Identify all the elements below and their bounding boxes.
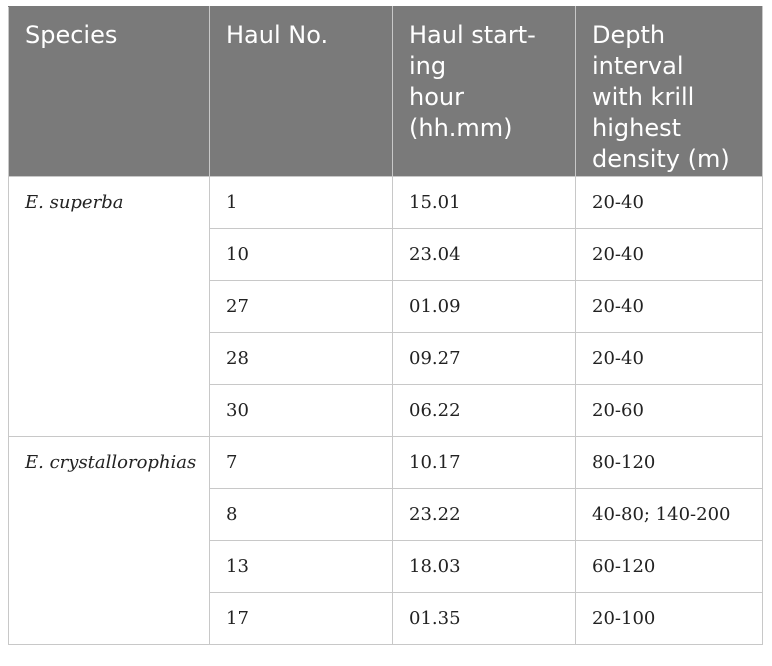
- hour-cell: 06.22: [392, 384, 576, 437]
- haul-cell: 1: [209, 176, 393, 229]
- table-row: 27 01.09 20-40: [9, 280, 763, 333]
- hour-cell: 15.01: [392, 176, 576, 229]
- table-row: 13 18.03 60-120: [9, 540, 763, 593]
- haul-cell: 28: [209, 332, 393, 385]
- depth-cell: 40-80; 140-200: [575, 488, 763, 541]
- krill-depth-table: Species Haul No. Haul start- ing hour (h…: [8, 6, 763, 645]
- haul-cell: 10: [209, 228, 393, 281]
- depth-cell: 20-40: [575, 280, 763, 333]
- header-haul-no: Haul No.: [209, 6, 393, 177]
- header-haul-start-hour: Haul start- ing hour (hh.mm): [392, 6, 576, 177]
- hour-cell: 09.27: [392, 332, 576, 385]
- header-depth-interval: Depth interval with krill highest densit…: [575, 6, 763, 177]
- header-species: Species: [8, 6, 210, 177]
- depth-cell: 20-60: [575, 384, 763, 437]
- species-cell: E. crystallorophias: [8, 436, 210, 645]
- haul-cell: 27: [209, 280, 393, 333]
- depth-cell: 20-40: [575, 332, 763, 385]
- table-row: E. crystallorophias 7 10.17 80-120: [8, 436, 763, 645]
- table-row: 28 09.27 20-40: [9, 332, 763, 385]
- table-row: 10 23.04 20-40: [9, 228, 763, 281]
- table-header: Species Haul No. Haul start- ing hour (h…: [8, 6, 763, 177]
- depth-cell: 60-120: [575, 540, 763, 593]
- depth-cell: 20-40: [575, 176, 763, 229]
- hour-cell: 23.04: [392, 228, 576, 281]
- header-row: Species Haul No. Haul start- ing hour (h…: [8, 6, 763, 177]
- depth-cell: 20-100: [575, 592, 763, 645]
- table-row: 17 01.35 20-100: [9, 592, 763, 645]
- species-cell: E. superba: [8, 176, 210, 437]
- hour-cell: 18.03: [392, 540, 576, 593]
- hour-cell: 10.17: [392, 436, 576, 489]
- haul-cell: 13: [209, 540, 393, 593]
- hour-cell: 01.09: [392, 280, 576, 333]
- haul-cell: 7: [209, 436, 393, 489]
- table-row: 30 06.22 20-60: [9, 384, 763, 437]
- depth-cell: 20-40: [575, 228, 763, 281]
- hour-cell: 23.22: [392, 488, 576, 541]
- depth-cell: 80-120: [575, 436, 763, 489]
- haul-cell: 17: [209, 592, 393, 645]
- haul-cell: 30: [209, 384, 393, 437]
- hour-cell: 01.35: [392, 592, 576, 645]
- haul-cell: 8: [209, 488, 393, 541]
- table-body: E. superba 1 15.01 20-40 10 23.04 20-40 …: [8, 176, 763, 645]
- table-row: E. superba 1 15.01 20-40: [8, 176, 763, 437]
